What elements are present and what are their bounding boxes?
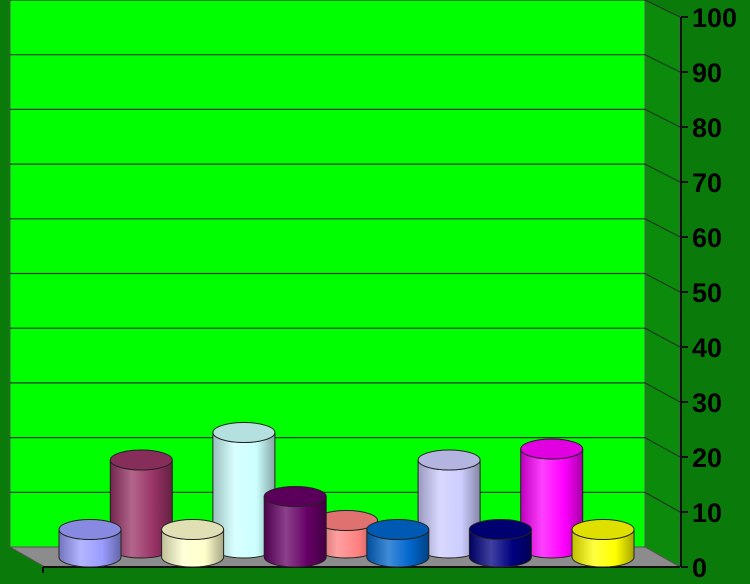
bar-cylinder xyxy=(520,438,584,559)
gridlines xyxy=(10,0,681,513)
y-axis: 0 10 20 30 40 50 60 70 80 90 100 xyxy=(680,3,737,583)
y-tick-label: 20 xyxy=(692,443,722,473)
bar-cylinder xyxy=(366,519,430,568)
y-tick-label: 0 xyxy=(692,553,707,579)
bar-top xyxy=(109,449,173,471)
y-tick-label: 10 xyxy=(692,498,722,528)
bar-cylinder xyxy=(315,510,378,559)
y-tick-label: 60 xyxy=(692,223,722,253)
y-tick-label: 90 xyxy=(692,58,722,88)
gridline-side xyxy=(644,108,681,128)
bar-top xyxy=(212,422,276,443)
y-tick-label: 30 xyxy=(692,388,722,418)
gridline-side xyxy=(644,272,681,293)
bar-top xyxy=(366,519,430,540)
side-wall xyxy=(644,0,681,568)
gridline-side xyxy=(644,382,681,403)
bars xyxy=(58,422,635,568)
y-tick-label: 70 xyxy=(692,168,722,198)
bar-top xyxy=(58,519,122,540)
y-tick-label: 40 xyxy=(692,333,722,363)
gridline-side xyxy=(644,491,681,513)
bar-cylinder xyxy=(571,519,635,568)
bar-top xyxy=(571,519,635,540)
bar-body xyxy=(263,496,327,568)
bar-top xyxy=(520,438,584,460)
bar-cylinder xyxy=(58,519,122,568)
gridline-side xyxy=(644,327,681,348)
gridline-side xyxy=(644,0,681,18)
gridline-side xyxy=(644,163,681,183)
bar-cylinder xyxy=(161,519,225,568)
gridline-side xyxy=(644,54,681,73)
gridline-side xyxy=(644,437,681,458)
bar-cylinder xyxy=(212,422,276,559)
bar-top xyxy=(468,519,532,540)
y-tick-label: 50 xyxy=(692,278,722,308)
bar-top xyxy=(161,519,225,540)
bar-cylinder xyxy=(263,486,327,568)
bar-top xyxy=(263,486,327,507)
bar-cylinder xyxy=(468,519,532,568)
y-tick-label: 100 xyxy=(692,3,737,33)
gridline-side xyxy=(644,218,681,238)
bar-top xyxy=(417,449,481,471)
bar-cylinder xyxy=(109,449,173,559)
y-tick-label: 80 xyxy=(692,113,722,143)
